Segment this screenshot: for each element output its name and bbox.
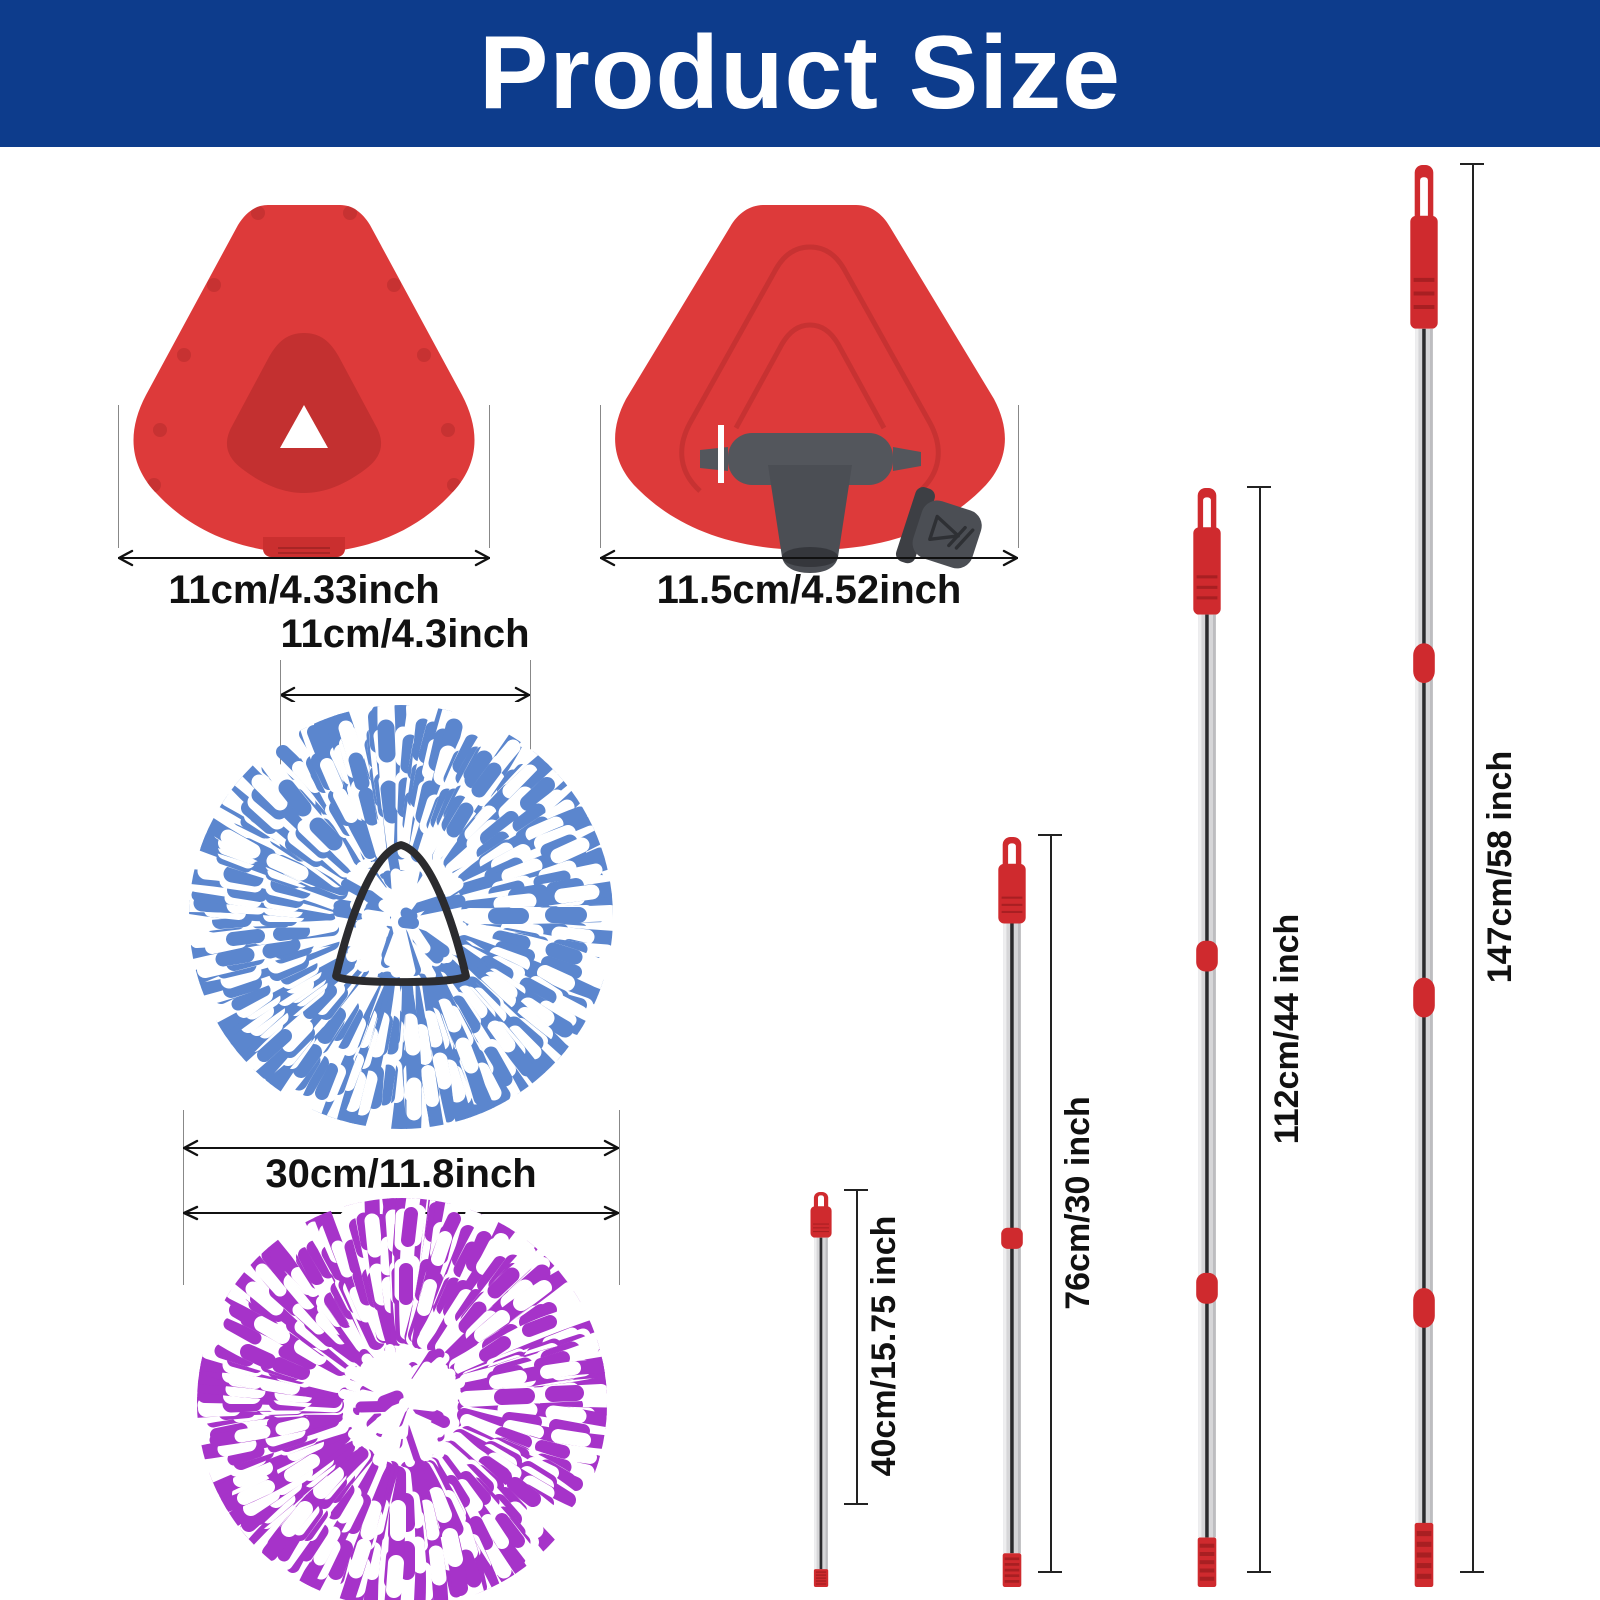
svg-text:40cm/15.75 inch: 40cm/15.75 inch bbox=[870, 1216, 903, 1477]
svg-text:76cm/30 inch: 76cm/30 inch bbox=[1064, 1096, 1097, 1310]
svg-text:147cm/58 inch: 147cm/58 inch bbox=[1486, 751, 1519, 983]
svg-text:112cm/44 inch: 112cm/44 inch bbox=[1273, 913, 1306, 1144]
